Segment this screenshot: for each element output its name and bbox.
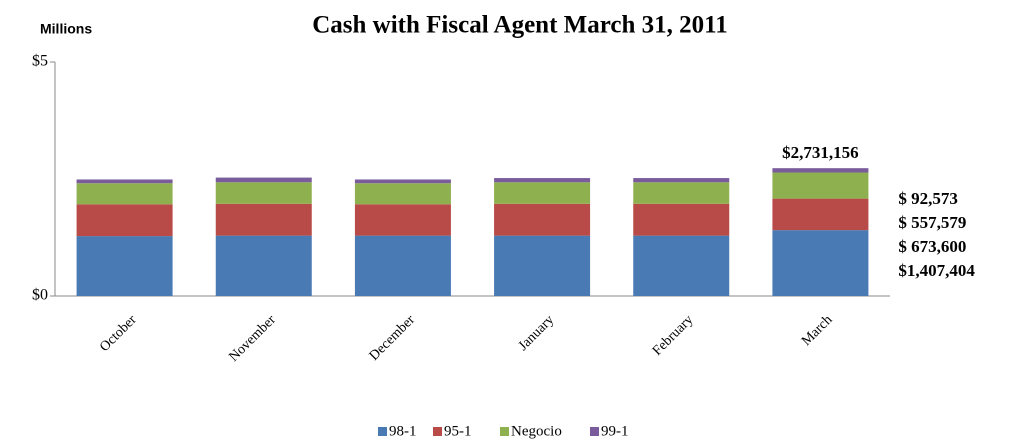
x-tick-label: February <box>650 312 696 358</box>
bar-segment <box>354 179 451 184</box>
legend-swatch <box>590 427 599 436</box>
legend-swatch <box>433 427 442 436</box>
annotation: $2,731,156 <box>782 143 859 162</box>
x-tick-label: November <box>226 312 279 365</box>
legend-swatch <box>378 427 387 436</box>
x-tick-label: January <box>516 312 557 353</box>
bar-segment <box>76 236 173 296</box>
x-tick-label: March <box>799 312 835 348</box>
y-axis-label: Millions <box>40 21 92 37</box>
y-tick-label: $5 <box>32 53 48 70</box>
bar-segment <box>633 182 730 204</box>
bar-segment <box>354 235 451 296</box>
value-label: $ 92,573 <box>898 189 958 208</box>
value-label: $1,407,404 <box>898 261 975 280</box>
bar-segment <box>633 235 730 296</box>
bar-segment <box>772 230 869 296</box>
legend-label: Negocio <box>511 423 562 439</box>
bar-segment <box>494 235 591 296</box>
bar-segment <box>772 172 869 199</box>
x-tick-label: October <box>97 312 140 355</box>
bar-segment <box>354 183 451 205</box>
legend-label: 98-1 <box>389 423 417 439</box>
bar-segment <box>215 182 312 204</box>
bar-segment <box>494 178 591 183</box>
bar-segment <box>76 179 173 184</box>
legend-label: 99-1 <box>601 423 629 439</box>
bar-segment <box>772 198 869 231</box>
bar-segment <box>633 178 730 183</box>
bar-segment <box>494 182 591 204</box>
y-tick-label: $0 <box>32 287 48 304</box>
value-label: $ 557,579 <box>898 213 966 232</box>
bar-segment <box>772 168 869 173</box>
bar-segment <box>215 203 312 236</box>
value-label: $ 673,600 <box>898 237 966 256</box>
bar-segment <box>215 177 312 183</box>
chart-title: Cash with Fiscal Agent March 31, 2011 <box>312 12 728 39</box>
bar-segment <box>494 203 591 236</box>
legend-swatch <box>500 427 509 436</box>
x-tick-label: December <box>367 312 419 364</box>
bar-segment <box>76 204 173 237</box>
bar-segment <box>633 203 730 236</box>
bar-segment <box>76 183 173 205</box>
bar-segment <box>215 235 312 296</box>
bar-segment <box>354 204 451 236</box>
legend-label: 95-1 <box>444 423 472 439</box>
